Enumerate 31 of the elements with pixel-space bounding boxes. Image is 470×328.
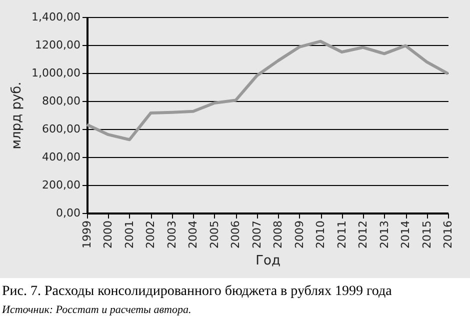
x-tick-label: 2003 bbox=[165, 220, 178, 248]
y-tick-label: 800,00 bbox=[42, 94, 80, 108]
x-tick-label: 2005 bbox=[208, 220, 221, 248]
x-tick-label: 2002 bbox=[144, 220, 158, 248]
x-tick-label: 2014 bbox=[399, 220, 412, 248]
x-tick-label: 2004 bbox=[186, 220, 200, 248]
y-tick-label: 1,400,00 bbox=[32, 10, 80, 24]
x-tick-label: 2013 bbox=[378, 220, 391, 248]
x-tick-label: 2000 bbox=[102, 220, 115, 248]
x-tick-label: 2008 bbox=[272, 220, 285, 248]
text: Источник: Росстат и расчеты автора. bbox=[2, 304, 192, 316]
x-tick-label: 2011 bbox=[335, 220, 348, 248]
line-series bbox=[86, 40, 450, 142]
y-tick-label: 0,00 bbox=[56, 206, 80, 220]
x-tick-label: 2016 bbox=[442, 220, 454, 248]
y-axis-title: млрд руб. bbox=[10, 82, 25, 150]
x-tick-label: 2001 bbox=[122, 220, 136, 248]
x-tick-label: 2007 bbox=[250, 220, 264, 248]
x-tick-label: 2010 bbox=[314, 220, 328, 248]
x-tick-label: 2006 bbox=[229, 220, 242, 248]
y-tick-label: 400,00 bbox=[42, 150, 80, 164]
x-tick-label: 2015 bbox=[420, 220, 434, 248]
y-tick-label: 200,00 bbox=[42, 178, 80, 192]
text: Рис. 7. Расходы консолидированного бюджета в рублях 1999 года bbox=[2, 284, 393, 300]
x-axis-title: Год bbox=[256, 253, 280, 268]
x-tick-label: 1999 bbox=[80, 220, 94, 248]
x-tick-label: 2009 bbox=[292, 220, 306, 248]
y-tick-label: 600,00 bbox=[42, 122, 80, 136]
y-tick-label: 1,000,00 bbox=[32, 66, 80, 80]
y-tick-label: 1200,00 bbox=[35, 38, 80, 52]
x-tick-label: 2012 bbox=[356, 220, 370, 248]
